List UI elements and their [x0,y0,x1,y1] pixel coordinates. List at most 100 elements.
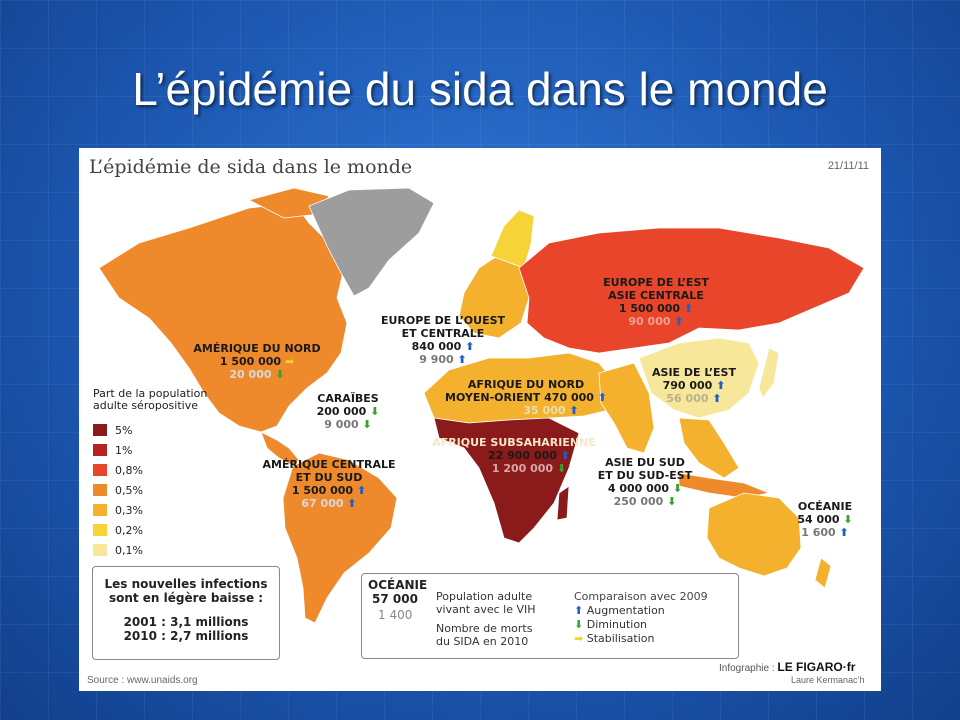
down-arrow-icon: ⬇ [275,368,285,381]
down-arrow-icon: ⬇ [556,462,567,475]
region-name: CARAÏBES [317,392,379,405]
up-arrow-icon: ⬆ [574,604,584,617]
legend-item: 0,5% [93,480,233,500]
label-north-america: AMÉRIQUE DU NORD 1 500 000 ➡ 20 000 ⬇ [187,342,327,381]
region-eastern-europe [518,227,865,354]
region-greenland [308,187,435,297]
key-living-label-2: vivant avec le VIH [436,603,536,616]
down-arrow-icon: ⬇ [574,618,584,631]
up-arrow-icon: ⬆ [560,449,570,462]
new-infections-box: Les nouvelles infections sont en légère … [92,566,280,660]
world-map [98,187,865,634]
region-name: AFRIQUE DU NORD [467,378,585,391]
region-name: ASIE DE L’EST [652,366,736,379]
region-name-2: ET DU SUD-EST [597,469,693,482]
region-japan [758,347,780,399]
figure-date: 21/11/11 [827,160,869,172]
legend-swatch [93,484,107,496]
source-text: Source : www.unaids.org [87,675,198,686]
label-caribbean: CARAÏBES 200 000 ⬇ 9 000 ⬇ [305,392,391,431]
region-name: EUROPE DE L’EST [603,276,709,289]
down-arrow-icon: ⬇ [362,418,372,431]
map-legend: Part de la population adulte séropositiv… [93,388,233,560]
label-east-asia: ASIE DE L’EST 790 000 ⬆ 56 000 ⬆ [639,366,749,405]
key-comparison-title: Comparaison avec 2009 [574,590,708,603]
up-arrow-icon: ⬆ [712,392,722,405]
death-count: 90 000 [628,315,671,328]
region-name: AFRIQUE SUBSAHARIENNE [432,436,596,449]
region-south-america [282,452,398,624]
legend-label: 5% [115,423,133,437]
region-central-america [260,431,300,467]
living-count: 22 900 000 [488,449,557,462]
key-deaths-label-1: Nombre de morts [436,622,533,635]
living-count: 1 500 000 [618,302,681,315]
up-arrow-icon: ⬆ [674,315,684,328]
up-arrow-icon: ⬆ [465,340,475,353]
up-arrow-icon: ⬆ [356,484,367,497]
death-count: 1 600 [801,526,836,539]
legend-item: 0,1% [93,540,233,560]
region-east-asia [638,337,760,419]
key-example-living: 57 000 [372,592,418,606]
credit: Infographie : LE FIGARO·fr [719,660,855,674]
death-count: 9 000 [324,418,359,431]
slide-title: L’épidémie du sida dans le monde [132,63,828,115]
legend-item: 0,3% [93,500,233,520]
death-count: 9 900 [419,353,454,366]
infections-line-2: sont en légère baisse : [108,591,264,605]
label-south-southeast-asia: ASIE DU SUD ET DU SUD-EST 4 000 000 ⬇ 25… [585,456,705,508]
legend-swatch [93,544,107,556]
region-name-2: MOYEN-ORIENT [445,391,541,404]
legend-items: 5% 1% 0,8% 0,5% 0,3% 0,2% 0,1% [93,420,233,560]
legend-item: 1% [93,440,233,460]
legend-label: 0,2% [115,523,143,537]
stable-arrow-icon: ➡ [284,355,295,368]
legend-label: 0,1% [115,543,143,557]
living-count: 790 000 [662,379,713,392]
legend-label: 1% [115,443,133,457]
infections-line-3: 2001 : 3,1 millions [123,615,249,629]
legend-item: 0,8% [93,460,233,480]
label-oceania: OCÉANIE 54 000 ⬇ 1 600 ⬆ [785,500,865,539]
region-name: EUROPE DE L’OUEST [380,314,506,327]
death-count: 250 000 [613,495,664,508]
region-southeast-asia [678,417,740,479]
region-name: OCÉANIE [797,500,853,513]
key-box: OCÉANIE 57 000 1 400 Population adulte v… [361,573,739,659]
legend-swatch [93,464,107,476]
region-south-asia [598,362,655,454]
key-example-region: OCÉANIE [368,578,428,592]
label-north-africa: AFRIQUE DU NORD MOYEN-ORIENT 470 000 ⬆ 3… [441,378,611,417]
legend-swatch [93,444,107,456]
label-sub-saharan-africa: AFRIQUE SUBSAHARIENNE 22 900 000 ⬆ 1 200… [429,436,599,475]
figaro-logo: LE FIGARO·fr [777,660,856,674]
down-arrow-icon: ⬇ [370,405,380,418]
figure-title: L’épidémie de sida dans le monde [89,156,413,178]
region-name: AMÉRIQUE CENTRALE [262,458,396,471]
death-count: 56 000 [666,392,709,405]
down-arrow-icon: ⬇ [843,513,853,526]
key-increase: Augmentation [586,604,665,617]
credit-author: Laure Kermanac’h [791,675,865,685]
legend-label: 0,3% [115,503,143,517]
up-arrow-icon: ⬆ [597,391,607,404]
region-australia [706,492,802,577]
legend-label: 0,5% [115,483,143,497]
legend-item: 5% [93,420,233,440]
death-count: 1 200 000 [491,462,554,475]
up-arrow-icon: ⬆ [683,302,694,315]
infections-line-1: Les nouvelles infections [104,577,268,591]
key-stable: Stabilisation [586,632,655,645]
legend-item: 0,2% [93,520,233,540]
key-example-deaths: 1 400 [378,608,413,622]
key-comparison: Comparaison avec 2009 ⬆ Augmentation ⬇ D… [574,590,708,646]
death-count: 20 000 [229,368,272,381]
living-count: 1 500 000 [219,355,282,368]
down-arrow-icon: ⬇ [672,482,683,495]
key-deaths-label-2: du SIDA en 2010 [436,635,529,648]
region-name-2: ASIE CENTRALE [608,289,704,302]
region-new-zealand [814,557,832,589]
living-count: 54 000 [797,513,840,526]
region-name: ASIE DU SUD [605,456,685,469]
